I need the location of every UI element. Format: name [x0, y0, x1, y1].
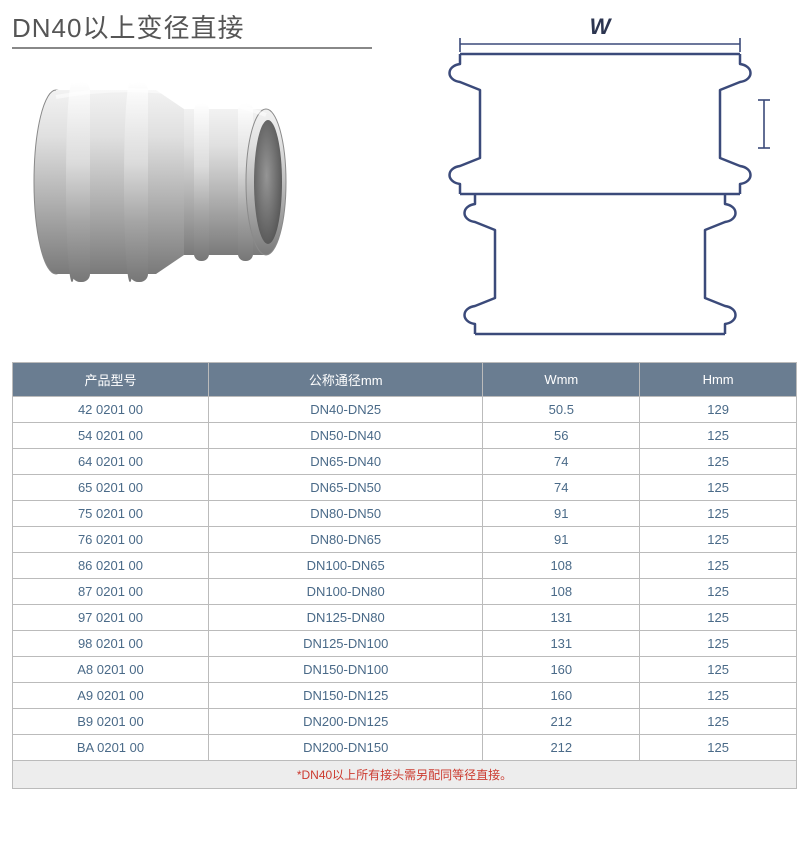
title-column: DN40以上变径直接: [12, 8, 372, 297]
dimension-diagram: WH: [402, 8, 797, 344]
table-row: 97 0201 00DN125-DN80131125: [13, 605, 797, 631]
render-svg: [12, 67, 312, 297]
table-row: A9 0201 00DN150-DN125160125: [13, 683, 797, 709]
product-render: [12, 67, 312, 297]
table-row: 98 0201 00DN125-DN100131125: [13, 631, 797, 657]
table-row: A8 0201 00DN150-DN100160125: [13, 657, 797, 683]
col-header-0: 产品型号: [13, 363, 209, 397]
table-row: 76 0201 00DN80-DN6591125: [13, 527, 797, 553]
table-row: 87 0201 00DN100-DN80108125: [13, 579, 797, 605]
table-row: 54 0201 00DN50-DN4056125: [13, 423, 797, 449]
table-row: 64 0201 00DN65-DN4074125: [13, 449, 797, 475]
table-header-row: 产品型号公称通径mmWmmHmm: [13, 363, 797, 397]
col-header-1: 公称通径mm: [209, 363, 483, 397]
top-row: DN40以上变径直接: [12, 8, 797, 344]
table-row: 86 0201 00DN100-DN65108125: [13, 553, 797, 579]
table-row: B9 0201 00DN200-DN125212125: [13, 709, 797, 735]
table-row: 42 0201 00DN40-DN2550.5129: [13, 397, 797, 423]
svg-text:W: W: [589, 14, 612, 39]
col-header-2: Wmm: [483, 363, 640, 397]
table-row: BA 0201 00DN200-DN150212125: [13, 735, 797, 761]
spec-table: 产品型号公称通径mmWmmHmm 42 0201 00DN40-DN2550.5…: [12, 362, 797, 789]
table-footnote: *DN40以上所有接头需另配同等径直接。: [13, 761, 797, 789]
diagram-svg: WH: [430, 14, 770, 344]
col-header-3: Hmm: [640, 363, 797, 397]
page-title: DN40以上变径直接: [12, 8, 372, 49]
table-row: 65 0201 00DN65-DN5074125: [13, 475, 797, 501]
table-row: 75 0201 00DN80-DN5091125: [13, 501, 797, 527]
